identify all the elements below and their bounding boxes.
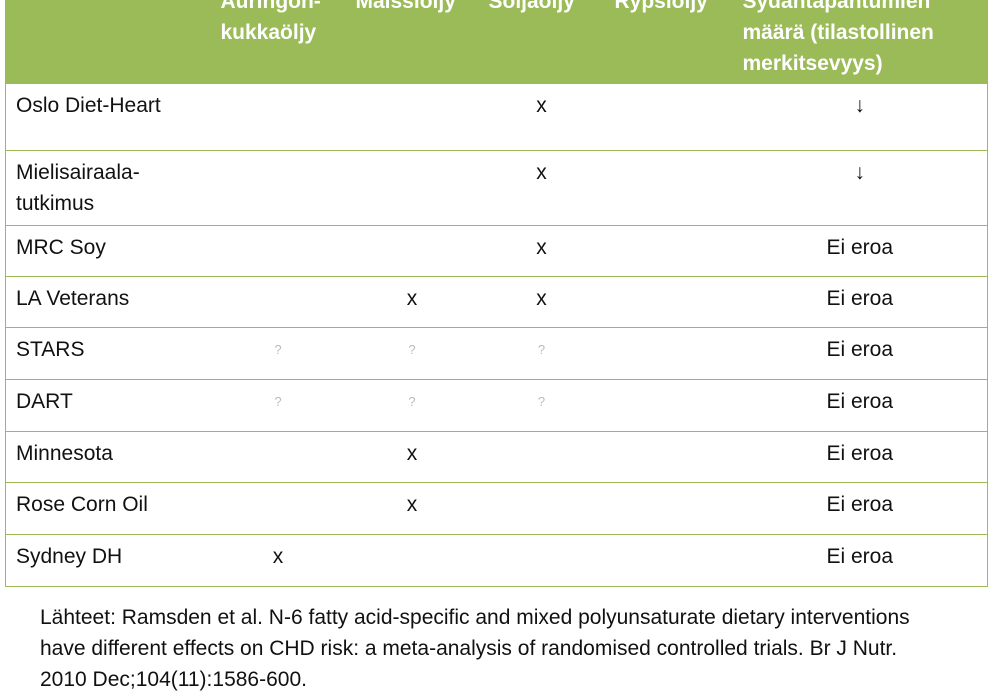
unknown-mark: ? (408, 342, 416, 357)
cell-value: x (406, 287, 418, 310)
header-cell: Auringon-kukkaöljy (210, 0, 346, 84)
cell-value: x (536, 161, 547, 184)
table-cell: x (345, 431, 479, 483)
table-cell: x (345, 276, 479, 328)
header-cell: Rypsiöljy (604, 0, 733, 84)
table-cell: x (210, 534, 346, 587)
table-cell: x (478, 150, 605, 226)
study-table: Auringon-kukkaöljy Maissiöljy Soijaöljy … (5, 0, 988, 587)
cell-value: x (536, 287, 547, 310)
table-cell (604, 225, 733, 277)
table-cell: ? (345, 379, 479, 432)
table-cell (478, 431, 605, 483)
cell-value: x (272, 545, 284, 568)
table-cell (604, 431, 733, 483)
study-name: Rose Corn Oil (5, 482, 211, 535)
table-cell (604, 482, 733, 535)
table-cell: Ei eroa (732, 276, 988, 328)
table-cell: ? (478, 379, 605, 432)
cell-value: x (406, 442, 418, 465)
table-cell (345, 150, 479, 226)
table-cell (210, 150, 346, 226)
table-row: Minnesota x Ei eroa (5, 431, 988, 483)
table-cell: Ei eroa (732, 327, 988, 380)
table-row: Oslo Diet-Heart x ↓ (5, 83, 988, 151)
unknown-mark: ? (274, 342, 282, 357)
unknown-mark: ? (537, 342, 546, 357)
table-cell (604, 150, 733, 226)
cell-value: Ei eroa (826, 442, 894, 465)
table-cell: Ei eroa (732, 379, 988, 432)
study-name: Sydney DH (5, 534, 211, 587)
header-cell: Maissiöljy (345, 0, 479, 84)
cell-value: Ei eroa (826, 338, 894, 361)
unknown-mark: ? (537, 394, 546, 409)
table-row: LA Veterans x x Ei eroa (5, 276, 988, 328)
cell-value: Ei eroa (826, 493, 894, 516)
cell-value: ↓ (854, 94, 866, 117)
table-cell (604, 379, 733, 432)
table-row: DART??? Ei eroa (5, 379, 988, 432)
cell-value: ↓ (854, 161, 866, 184)
source-note: Lähteet: Ramsden et al. N-6 fatty acid-s… (40, 606, 910, 691)
table-cell: x (478, 225, 605, 277)
table-cell: ? (345, 327, 479, 380)
table-body: Oslo Diet-Heart x ↓ Mielisairaala-tutkimus x… (5, 83, 988, 587)
table-cell (210, 225, 346, 277)
table-cell: Ei eroa (732, 225, 988, 277)
table-row: Mielisairaala-tutkimus x ↓ (5, 150, 988, 226)
table-cell: ↓ (732, 150, 988, 226)
table-cell: Ei eroa (732, 482, 988, 535)
table-cell (345, 534, 479, 587)
unknown-mark: ? (408, 394, 416, 409)
table-cell: x (478, 276, 605, 328)
study-name: Minnesota (5, 431, 211, 483)
page: Auringon-kukkaöljy Maissiöljy Soijaöljy … (5, 0, 988, 691)
cell-value: Ei eroa (826, 390, 894, 413)
table-cell (345, 225, 479, 277)
table-cell (478, 534, 605, 587)
table-cell (478, 482, 605, 535)
table-cell: x (478, 83, 605, 151)
table-cell (210, 431, 346, 483)
header-cell (5, 0, 211, 84)
table-cell: ? (210, 327, 346, 380)
study-name: Mielisairaala-tutkimus (5, 150, 211, 226)
table-cell: ? (478, 327, 605, 380)
table-cell: Ei eroa (732, 534, 988, 587)
table-row: STARS??? Ei eroa (5, 327, 988, 380)
cell-value: Ei eroa (826, 545, 894, 568)
table-cell: ↓ (732, 83, 988, 151)
table-cell (345, 83, 479, 151)
study-name: MRC Soy (5, 225, 211, 277)
table-row: Sydney DH x Ei eroa (5, 534, 988, 587)
study-name: DART (5, 379, 211, 432)
study-name: Oslo Diet-Heart (5, 83, 211, 151)
unknown-mark: ? (274, 394, 282, 409)
study-name: STARS (5, 327, 211, 380)
cell-value: Ei eroa (826, 236, 894, 259)
table-cell (604, 327, 733, 380)
table-row: MRC Soy x Ei eroa (5, 225, 988, 277)
header-cell: Soijaöljy (478, 0, 605, 84)
table-cell (210, 83, 346, 151)
table-row: Rose Corn Oil x Ei eroa (5, 482, 988, 535)
cell-value: x (406, 493, 418, 516)
table-cell: ? (210, 379, 346, 432)
table-cell: x (345, 482, 479, 535)
header-row: Auringon-kukkaöljy Maissiöljy Soijaöljy … (5, 0, 988, 84)
cell-value: x (536, 236, 547, 259)
table-cell (604, 83, 733, 151)
table-cell (604, 534, 733, 587)
table-cell: Ei eroa (732, 431, 988, 483)
cell-value: x (536, 94, 547, 117)
header-cell: Sydäntapahtumien määrä (tilastollinen me… (732, 0, 988, 84)
table-cell (604, 276, 733, 328)
table-cell (210, 482, 346, 535)
cell-value: Ei eroa (826, 287, 894, 310)
table-cell (210, 276, 346, 328)
study-name: LA Veterans (5, 276, 211, 328)
